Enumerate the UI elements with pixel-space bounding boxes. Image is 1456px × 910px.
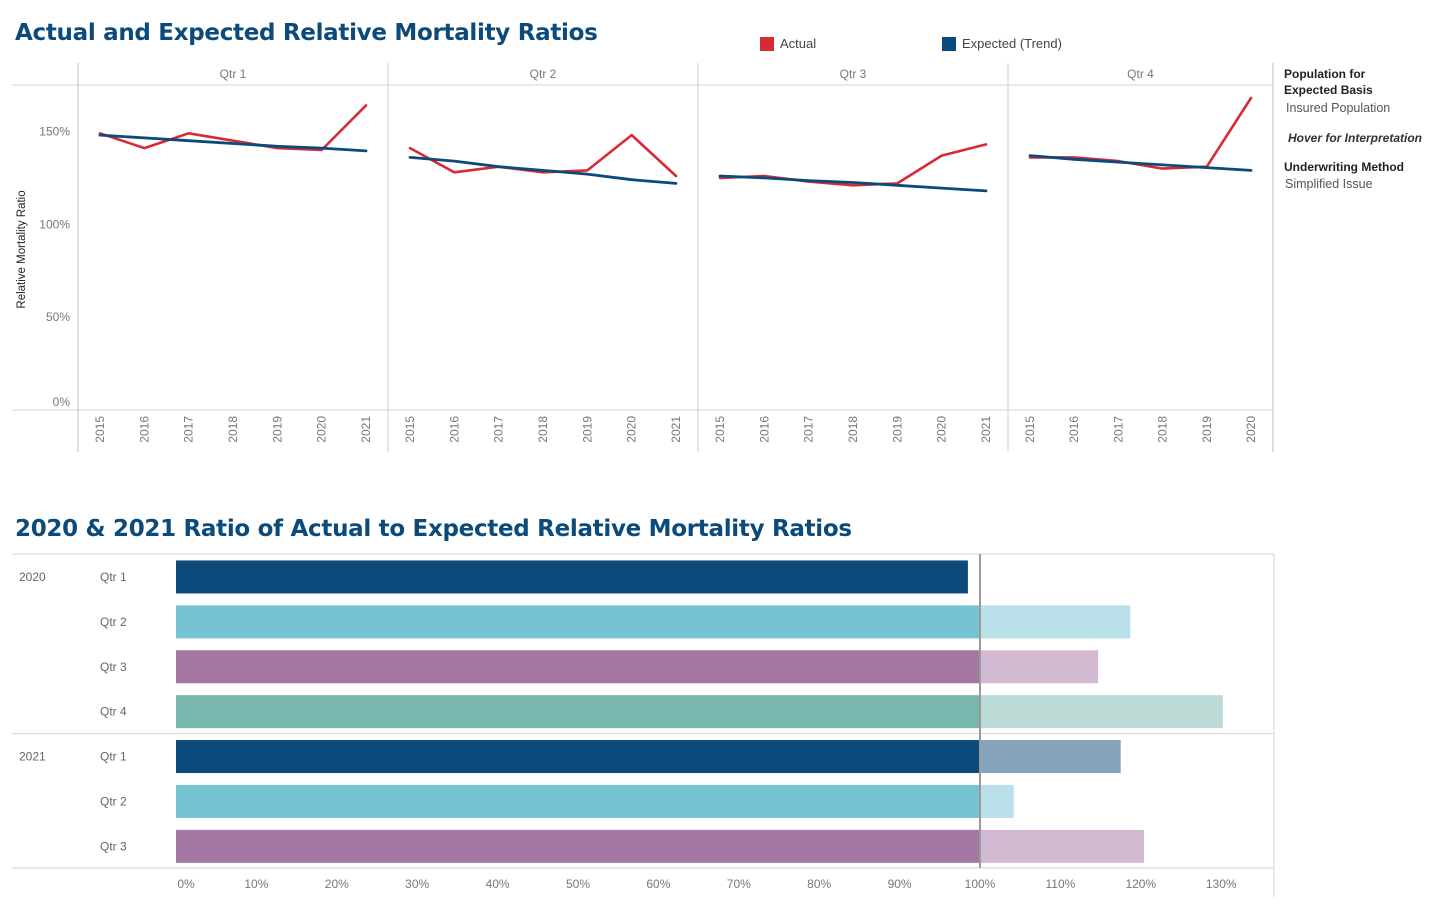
year-label-2020: 2020 xyxy=(19,570,46,584)
x-tick-label: 2019 xyxy=(270,416,284,443)
underwriting-filter-heading: Underwriting Method xyxy=(1284,160,1404,174)
bar-chart-title: 2020 & 2021 Ratio of Actual to Expected … xyxy=(15,516,852,542)
expected-line-qtr-2 xyxy=(408,155,678,185)
x-tick-label: 2020 xyxy=(315,416,329,443)
x-tick-label: 2018 xyxy=(536,416,550,443)
x-tick-label: 2020 xyxy=(1244,416,1258,443)
x-tick-label: 2017 xyxy=(1111,416,1125,443)
x-tick-label: 2019 xyxy=(1200,416,1214,443)
x-tick-label: 80% xyxy=(807,877,831,891)
population-filter-value[interactable]: Insured Population xyxy=(1286,101,1391,115)
x-tick-label: 90% xyxy=(888,877,912,891)
x-tick-label: 50% xyxy=(566,877,590,891)
bar-excess-2021-qtr-2 xyxy=(980,784,1014,818)
year-label-2021: 2021 xyxy=(19,750,46,764)
x-tick-label: 2021 xyxy=(669,416,683,443)
bar-excess-2021-qtr-1 xyxy=(980,740,1121,774)
bar-2021-qtr-2 xyxy=(176,784,980,818)
x-tick-label: 2017 xyxy=(492,416,506,443)
x-tick-label: 40% xyxy=(486,877,510,891)
x-tick-label: 2017 xyxy=(182,416,196,443)
x-tick-label: 10% xyxy=(244,877,268,891)
quarter-label: Qtr 1 xyxy=(100,570,127,584)
x-tick-label: 2015 xyxy=(1023,416,1037,443)
x-tick-label: 2015 xyxy=(713,416,727,443)
x-tick-label: 2017 xyxy=(802,416,816,443)
x-tick-label: 2020 xyxy=(935,416,949,443)
bar-2020-qtr-3 xyxy=(176,650,980,684)
actual-line-qtr-2 xyxy=(408,133,678,178)
x-tick-label: 2019 xyxy=(580,416,594,443)
quarter-label: Qtr 3 xyxy=(100,839,127,853)
quarter-label: Qtr 3 xyxy=(100,660,127,674)
quarter-label: Qtr 2 xyxy=(100,615,127,629)
legend-item-actual[interactable]: Actual xyxy=(760,36,816,51)
legend-item-expected[interactable]: Expected (Trend) xyxy=(942,36,1062,51)
x-tick-label: 2015 xyxy=(93,416,107,443)
line-chart: 0% 50% 100% 150% Relative Mortality Ratio Qtr… xyxy=(12,63,1274,452)
quarter-label: Qtr 1 xyxy=(100,750,127,764)
population-filter-heading-line2: Expected Basis xyxy=(1284,83,1373,97)
expected-line-qtr-1 xyxy=(98,133,368,153)
legend-swatch-actual xyxy=(760,36,774,51)
panel-header-qtr-1: Qtr 1 xyxy=(220,67,247,81)
bar-excess-2020-qtr-4 xyxy=(980,695,1223,729)
quarter-label: Qtr 4 xyxy=(100,705,127,719)
bar-2021-qtr-3 xyxy=(176,829,980,863)
bar-chart: 2020 Qtr 1 Qtr 2 Qtr 3 Qtr 4 2021 Qtr 1 Qtr 2 Qt… xyxy=(12,553,1275,897)
expected-line-qtr-4 xyxy=(1028,154,1253,172)
x-tick-label: 2018 xyxy=(226,416,240,443)
population-filter-heading-line1: Population for xyxy=(1284,67,1366,81)
x-tick-label: 2021 xyxy=(979,416,993,443)
x-tick-label: 2016 xyxy=(1067,416,1081,443)
bar-excess-2020-qtr-3 xyxy=(980,650,1099,684)
expected-line-qtr-3 xyxy=(718,174,988,193)
actual-line-qtr-1 xyxy=(98,104,368,152)
panel-header-qtr-4: Qtr 4 xyxy=(1127,67,1154,81)
x-tick-label: 30% xyxy=(405,877,429,891)
x-tick-label: 2015 xyxy=(403,416,417,443)
quarter-label: Qtr 2 xyxy=(100,794,127,808)
bar-excess-2021-qtr-3 xyxy=(980,829,1144,863)
bar-2020-qtr-4 xyxy=(176,695,980,729)
x-tick-label: 70% xyxy=(727,877,751,891)
bar-2020-qtr-1 xyxy=(176,560,968,594)
line-chart-title: Actual and Expected Relative Mortality R… xyxy=(15,20,598,46)
x-tick-label: 20% xyxy=(325,877,349,891)
actual-line-qtr-3 xyxy=(718,143,988,187)
bar-excess-2020-qtr-2 xyxy=(980,605,1131,639)
x-tick-label: 2018 xyxy=(1156,416,1170,443)
x-tick-label: 2020 xyxy=(625,416,639,443)
x-tick-label: 2019 xyxy=(890,416,904,443)
underwriting-filter-value[interactable]: Simplified Issue xyxy=(1285,177,1373,191)
x-tick-label: 130% xyxy=(1206,877,1237,891)
x-tick-label: 2021 xyxy=(359,416,373,443)
legend-swatch-expected xyxy=(942,36,956,51)
hover-interpretation-link[interactable]: Hover for Interpretation xyxy=(1288,131,1423,145)
legend-label-actual: Actual xyxy=(780,36,817,51)
panel-header-qtr-2: Qtr 2 xyxy=(530,67,557,81)
panel-header-qtr-3: Qtr 3 xyxy=(840,67,867,81)
y-tick-label: 100% xyxy=(39,217,70,231)
bar-2020-qtr-2 xyxy=(176,605,980,639)
x-tick-label: 2016 xyxy=(757,416,771,443)
x-tick-label: 0% xyxy=(177,877,195,891)
y-tick-label: 150% xyxy=(39,124,70,138)
y-tick-label: 50% xyxy=(46,310,70,324)
x-tick-label: 2016 xyxy=(447,416,461,443)
y-tick-label: 0% xyxy=(53,395,71,409)
y-axis-title: Relative Mortality Ratio xyxy=(16,190,28,308)
x-tick-label: 2018 xyxy=(846,416,860,443)
x-tick-label: 120% xyxy=(1125,877,1156,891)
x-tick-label: 2016 xyxy=(137,416,151,443)
x-tick-label: 60% xyxy=(646,877,670,891)
legend-label-expected: Expected (Trend) xyxy=(962,36,1062,51)
bar-2021-qtr-1 xyxy=(176,740,980,774)
x-tick-label: 100% xyxy=(965,877,996,891)
x-tick-label: 110% xyxy=(1045,877,1075,891)
